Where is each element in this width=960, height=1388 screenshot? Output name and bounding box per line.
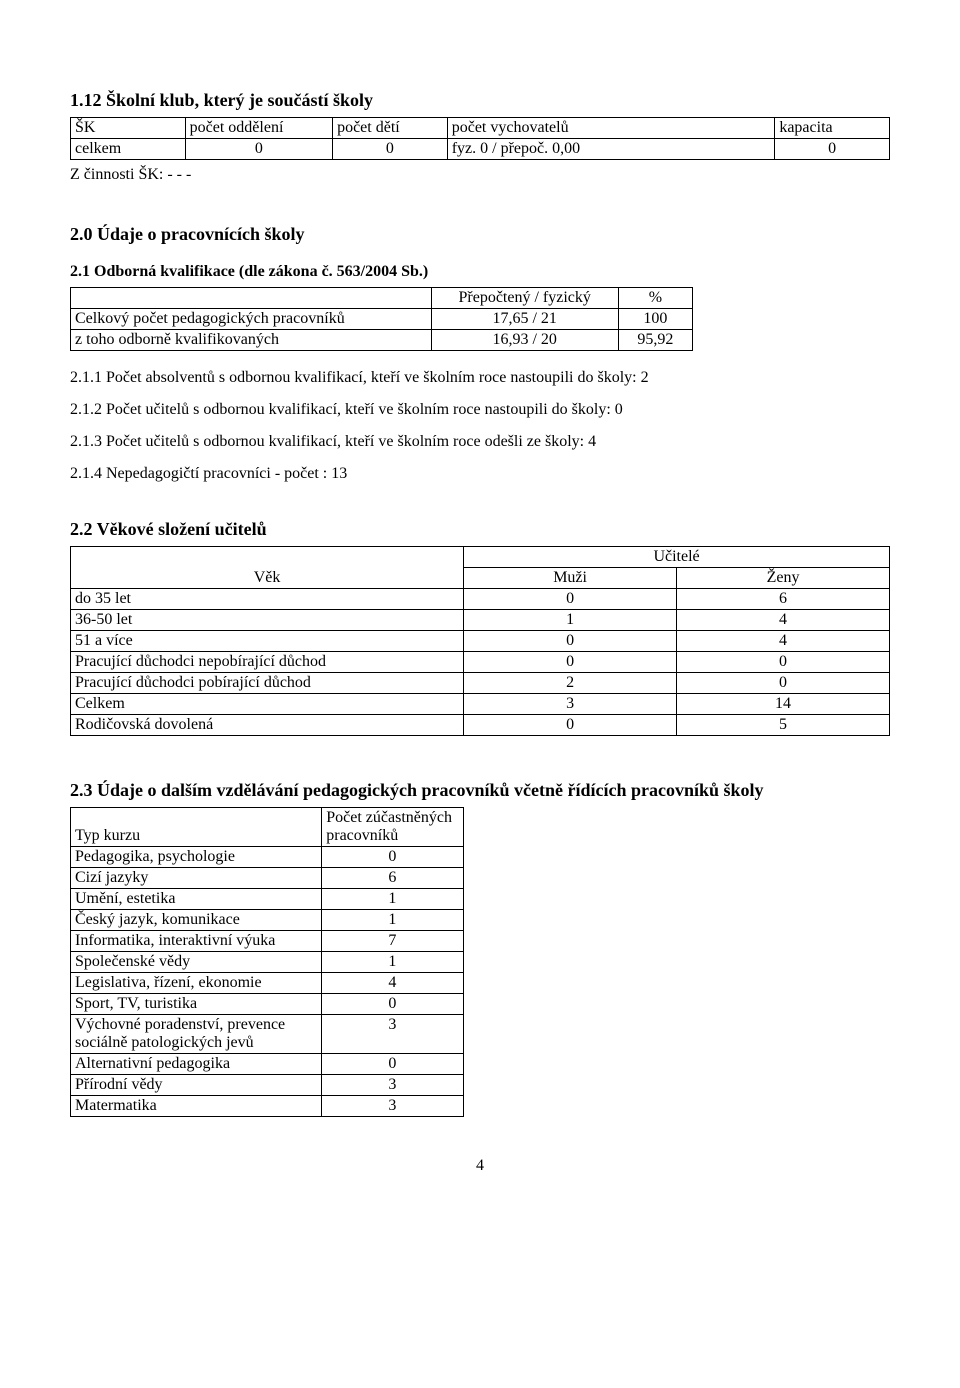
cell: Alternativní pedagogika [71,1054,322,1075]
heading-2-3: 2.3 Údaje o dalším vzdělávání pedagogick… [70,780,890,801]
cell-val: 16,93 / 20 [431,330,618,351]
cell-val: 17,65 / 21 [431,309,618,330]
cell: Cizí jazyky [71,868,322,889]
cell: Pracující důchodci nepobírající důchod [71,652,464,673]
cell: Informatika, interaktivní výuka [71,931,322,952]
table-2-2: Věk Učitelé Muži Ženy do 35 let06 36-50 … [70,546,890,736]
th-typ-kurzu: Typ kurzu [71,808,322,847]
cell: 5 [677,715,890,736]
cell: 0 [322,994,463,1015]
cell: Výchovné poradenství, prevence sociálně … [71,1015,322,1054]
heading-2-1: 2.1 Odborná kvalifikace (dle zákona č. 5… [70,263,890,281]
cell: Legislativa, řízení, ekonomie [71,973,322,994]
cell: 4 [677,610,890,631]
table-1-12: ŠK počet oddělení počet dětí počet vycho… [70,117,890,160]
note-sk: Z činnosti ŠK: - - - [70,166,890,184]
cell: 6 [677,589,890,610]
cell: Český jazyk, komunikace [71,910,322,931]
cell: 3 [322,1096,463,1117]
table-2-3: Typ kurzu Počet zúčastněných pracovníků … [70,807,464,1117]
cell: 0 [464,589,677,610]
cell: Pracující důchodci pobírající důchod [71,673,464,694]
cell: 0 [322,1054,463,1075]
cell: Sport, TV, turistika [71,994,322,1015]
cell-kapacita: 0 [775,139,890,160]
page-number: 4 [70,1157,890,1175]
cell: 0 [677,673,890,694]
cell: 3 [464,694,677,715]
cell: Přírodní vědy [71,1075,322,1096]
cell: 14 [677,694,890,715]
th-vychovatelu: počet vychovatelů [447,118,775,139]
th-deti: počet dětí [333,118,448,139]
th-vek: Věk [71,547,464,589]
cell: Celkem [71,694,464,715]
table-2-1: Přepočtený / fyzický % Celkový počet ped… [70,287,693,351]
th-pocet-line2: pracovníků [326,827,398,844]
para-2-1-1: 2.1.1 Počet absolventů s odbornou kvalif… [70,369,890,387]
cell: Umění, estetika [71,889,322,910]
cell: do 35 let [71,589,464,610]
cell-pct: 100 [618,309,693,330]
th-kapacita: kapacita [775,118,890,139]
para-2-1-3: 2.1.3 Počet učitelů s odbornou kvalifika… [70,433,890,451]
th-pocet-line1: Počet zúčastněných [326,809,452,826]
heading-1-12: 1.12 Školní klub, který je součástí škol… [70,90,890,111]
cell: 1 [464,610,677,631]
para-2-1-4: 2.1.4 Nepedagogičtí pracovníci - počet :… [70,465,890,483]
cell: 7 [322,931,463,952]
cell: Matermatika [71,1096,322,1117]
cell-label: Celkový počet pedagogických pracovníků [71,309,432,330]
cell: 0 [677,652,890,673]
cell: 1 [322,952,463,973]
cell: Pedagogika, psychologie [71,847,322,868]
cell: 4 [322,973,463,994]
cell: 2 [464,673,677,694]
cell: 3 [322,1075,463,1096]
cell-vychovatelu: fyz. 0 / přepoč. 0,00 [447,139,775,160]
th-muzi: Muži [464,568,677,589]
cell: Rodičovská dovolená [71,715,464,736]
th-ucitele: Učitelé [464,547,890,568]
para-2-1-2: 2.1.2 Počet učitelů s odbornou kvalifika… [70,401,890,419]
cell: 0 [464,715,677,736]
cell: 1 [322,889,463,910]
th-pocet: Počet zúčastněných pracovníků [322,808,463,847]
cell: 3 [322,1015,463,1054]
cell: 0 [464,631,677,652]
cell-empty [71,288,432,309]
cell: 0 [322,847,463,868]
cell-pct: 95,92 [618,330,693,351]
th-sk: ŠK [71,118,186,139]
cell-oddeleni: 0 [185,139,332,160]
cell: 4 [677,631,890,652]
th-prepocteny: Přepočtený / fyzický [431,288,618,309]
cell-celkem: celkem [71,139,186,160]
cell-label: z toho odborně kvalifikovaných [71,330,432,351]
heading-2-0: 2.0 Údaje o pracovnících školy [70,224,890,245]
cell: 36-50 let [71,610,464,631]
th-zeny: Ženy [677,568,890,589]
cell: 6 [322,868,463,889]
th-oddeleni: počet oddělení [185,118,332,139]
cell: Společenské vědy [71,952,322,973]
cell: 51 a více [71,631,464,652]
th-percent: % [618,288,693,309]
cell: 1 [322,910,463,931]
cell: 0 [464,652,677,673]
heading-2-2: 2.2 Věkové složení učitelů [70,519,890,540]
cell-deti: 0 [333,139,448,160]
